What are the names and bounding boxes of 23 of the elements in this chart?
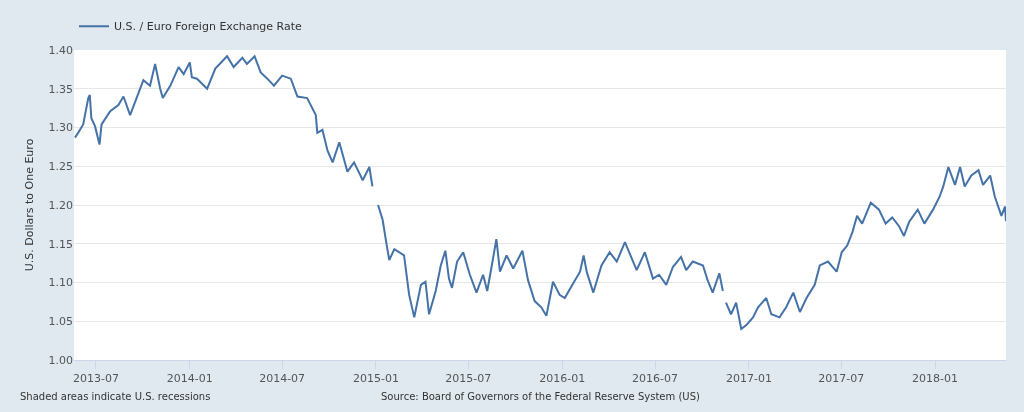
y-tick-label: 1.25 xyxy=(48,160,73,174)
y-tick-label: 1.10 xyxy=(48,276,73,290)
x-tick-label: 2016-07 xyxy=(632,372,679,386)
y-tick-label: 1.20 xyxy=(48,198,73,212)
y-axis-title: U.S. Dollars to One Euro xyxy=(23,138,37,272)
legend-label: U.S. / Euro Foreign Exchange Rate xyxy=(114,20,303,34)
x-tick-label: 2017-01 xyxy=(725,372,772,386)
y-tick-label: 1.05 xyxy=(48,315,73,329)
x-tick-label: 2017-07 xyxy=(818,372,865,386)
x-tick-label: 2018-01 xyxy=(912,372,959,386)
x-tick-label: 2015-01 xyxy=(353,372,399,386)
y-tick-label: 1.35 xyxy=(48,82,73,96)
text: Shaded areas indicate U.S. recessions xyxy=(20,391,211,402)
source-note: Source: Board of Governors of the Federal Reserve System (US) xyxy=(381,391,700,402)
y-tick-label: 1.30 xyxy=(48,121,73,135)
x-tick-label: 2013-07 xyxy=(72,372,119,386)
x-tick-label: 2016-01 xyxy=(539,372,586,386)
y-tick-label: 1.00 xyxy=(48,353,73,367)
y-tick-label: 1.15 xyxy=(48,237,73,251)
x-tick-label: 2014-07 xyxy=(259,372,306,386)
x-tick-label: 2014-01 xyxy=(166,372,213,386)
x-tick-label: 2015-07 xyxy=(445,372,492,386)
y-tick-label: 1.40 xyxy=(48,43,73,57)
